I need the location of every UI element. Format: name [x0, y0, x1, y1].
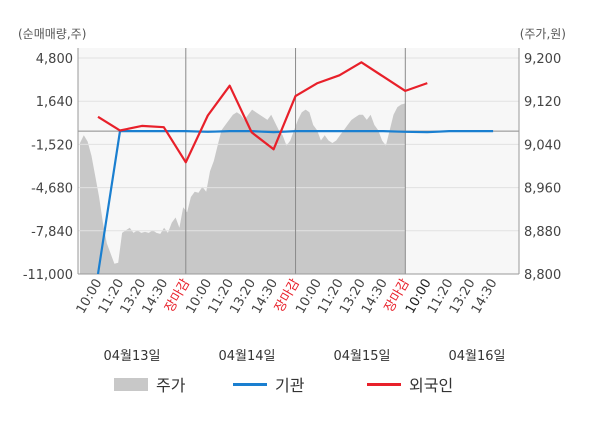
left-axis-unit-label: (순매매량,주) [18, 27, 86, 41]
series-line-기관 [96, 130, 494, 275]
right-tick-label: 8,880 [524, 225, 561, 240]
series-line-layer [96, 61, 494, 275]
series-line-외국인 [97, 61, 428, 164]
left-tick-label: 4,800 [36, 52, 73, 67]
right-tick-label: 9,040 [524, 138, 561, 153]
date-label: 04월16일 [448, 349, 505, 364]
y-tick-layer: 4,800 9,200 1,640 9,120 -1,520 9,040 -4,680 8,9… [23, 52, 561, 283]
legend-swatch [367, 383, 401, 386]
legend-swatch [114, 378, 148, 391]
date-label: 04월14일 [218, 349, 275, 364]
legend-label: 기관 [275, 376, 305, 395]
left-tick-label: -11,000 [23, 268, 73, 283]
right-tick-label: 8,800 [524, 268, 561, 283]
legend-label: 주가 [156, 376, 186, 395]
date-label-layer: 04월13일 04월14일 04월15일 04월16일 [103, 349, 505, 364]
right-axis-unit-label: (주가,원) [520, 27, 566, 41]
price-area [80, 103, 405, 274]
left-tick-label: 1,640 [36, 95, 73, 110]
x-tick-layer: 10:0011:2013:2014:30장마감10:0011:2013:2014… [74, 276, 501, 316]
left-tick-label: -1,520 [31, 138, 73, 153]
date-label: 04월13일 [103, 349, 160, 364]
right-tick-label: 8,960 [524, 182, 561, 197]
date-label: 04월15일 [333, 349, 390, 364]
left-tick-label: -7,840 [31, 225, 73, 240]
legend: 주가 기관 외국인 [114, 376, 453, 395]
right-tick-label: 9,200 [524, 52, 561, 67]
price-area-layer [80, 103, 405, 274]
right-tick-label: 9,120 [524, 95, 561, 110]
legend-label: 외국인 [409, 376, 453, 395]
legend-item: 외국인 [367, 376, 453, 395]
left-tick-label: -4,680 [31, 182, 73, 197]
legend-swatch [233, 383, 267, 386]
legend-item: 기관 [233, 376, 305, 395]
legend-item: 주가 [114, 376, 186, 395]
